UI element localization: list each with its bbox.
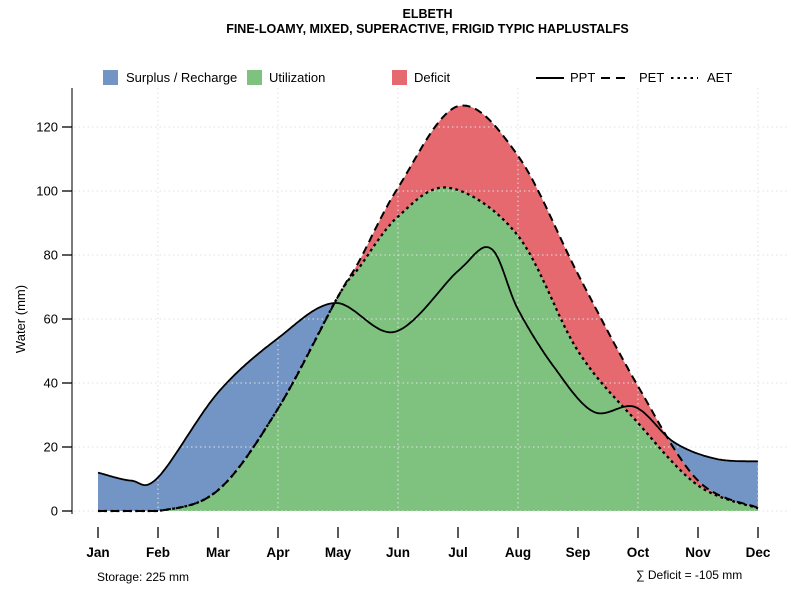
aet-curve bbox=[98, 186, 759, 513]
x-tick-label-Dec: Dec bbox=[746, 545, 771, 560]
surplus-area-0 bbox=[98, 303, 335, 511]
utilization-swatch-icon bbox=[247, 70, 262, 85]
chart-legend: Surplus / Recharge Utilization Deficit P… bbox=[0, 70, 800, 86]
title-block: ELBETH FINE-LOAMY, MIXED, SUPERACTIVE, F… bbox=[55, 7, 800, 37]
x-tick-label-Jan: Jan bbox=[86, 545, 109, 560]
x-tick-label-Oct: Oct bbox=[627, 545, 650, 560]
x-tick-label-Jul: Jul bbox=[448, 545, 468, 560]
legend-label-pet: PET bbox=[639, 70, 665, 85]
surplus-swatch-icon bbox=[103, 70, 118, 85]
deficit-area bbox=[98, 105, 758, 511]
y-tick-label-100: 100 bbox=[36, 184, 58, 199]
x-tick-label-Aug: Aug bbox=[505, 545, 531, 560]
legend-label-deficit: Deficit bbox=[414, 70, 451, 85]
storage-note: Storage: 225 mm bbox=[97, 570, 190, 584]
pet-line-sample-icon bbox=[601, 77, 628, 79]
x-tick-label-Mar: Mar bbox=[206, 545, 231, 560]
y-tick-label-80: 80 bbox=[44, 248, 58, 263]
utilization-area bbox=[98, 187, 758, 511]
x-tick-label-Jun: Jun bbox=[386, 545, 410, 560]
legend-label-surplus: Surplus / Recharge bbox=[126, 70, 238, 85]
x-tick-label-Apr: Apr bbox=[266, 545, 290, 560]
x-tick-label-Nov: Nov bbox=[685, 545, 711, 560]
y-tick-label-60: 60 bbox=[44, 312, 58, 327]
sum-deficit-note: ∑ Deficit = -105 mm bbox=[636, 568, 743, 582]
chart-subtitle: FINE-LOAMY, MIXED, SUPERACTIVE, FRIGID T… bbox=[226, 22, 629, 36]
y-tick-label-120: 120 bbox=[36, 120, 58, 135]
ppt-line-sample-icon bbox=[536, 77, 564, 79]
legend-label-aet: AET bbox=[707, 70, 733, 85]
x-tick-label-May: May bbox=[325, 545, 352, 560]
x-tick-label-Feb: Feb bbox=[146, 545, 170, 560]
chart-title: ELBETH bbox=[402, 7, 453, 21]
y-tick-label-20: 20 bbox=[44, 440, 58, 455]
y-tick-label-40: 40 bbox=[44, 376, 58, 391]
x-tick-label-Sep: Sep bbox=[566, 545, 591, 560]
aet-line-sample-icon bbox=[671, 77, 698, 79]
legend-label-utilization: Utilization bbox=[269, 70, 326, 85]
surplus-area-1 bbox=[667, 437, 758, 508]
deficit-swatch-icon bbox=[392, 70, 407, 85]
y-tick-label-0: 0 bbox=[51, 504, 58, 519]
legend-label-ppt: PPT bbox=[570, 70, 596, 85]
y-axis-title: Water (mm) bbox=[13, 285, 28, 353]
ppt-curve bbox=[97, 246, 758, 486]
